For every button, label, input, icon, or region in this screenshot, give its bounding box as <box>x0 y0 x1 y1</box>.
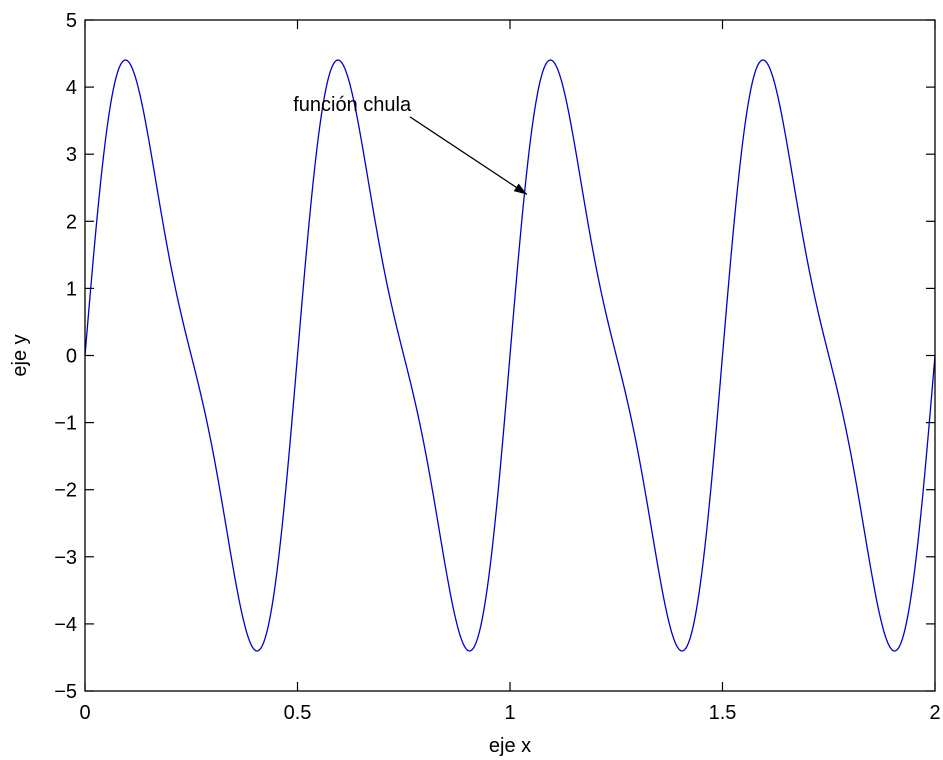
y-axis-ticks: −5 −4 −3 −2 −1 0 1 2 3 4 5 <box>54 10 935 703</box>
y-tick-label: −1 <box>54 413 77 435</box>
annotation-arrow <box>409 116 528 196</box>
annotation: función chula <box>293 94 528 196</box>
x-tick-label: 1 <box>504 702 515 724</box>
y-tick-label: 4 <box>66 77 77 99</box>
x-tick-label: 2 <box>929 702 940 724</box>
y-tick-label: −4 <box>54 614 77 636</box>
y-tick-label: 3 <box>66 144 77 166</box>
series-line <box>84 59 936 652</box>
y-tick-label: 0 <box>66 346 77 368</box>
x-tick-label: 0 <box>79 702 90 724</box>
y-tick-label: 1 <box>66 278 77 300</box>
annotation-text: función chula <box>293 94 412 116</box>
x-axis-ticks: 0 0.5 1 1.5 2 <box>79 20 941 724</box>
y-tick-label: 2 <box>66 211 77 233</box>
y-tick-label: −3 <box>54 547 77 569</box>
x-axis-label: eje x <box>489 735 531 757</box>
x-tick-label: 1.5 <box>709 702 737 724</box>
y-axis-label: eje y <box>9 334 31 376</box>
plot-content <box>84 59 936 652</box>
x-tick-label: 0.5 <box>284 702 312 724</box>
y-tick-label: −5 <box>54 681 77 703</box>
y-tick-label: 5 <box>66 10 77 32</box>
y-tick-label: −2 <box>54 480 77 502</box>
